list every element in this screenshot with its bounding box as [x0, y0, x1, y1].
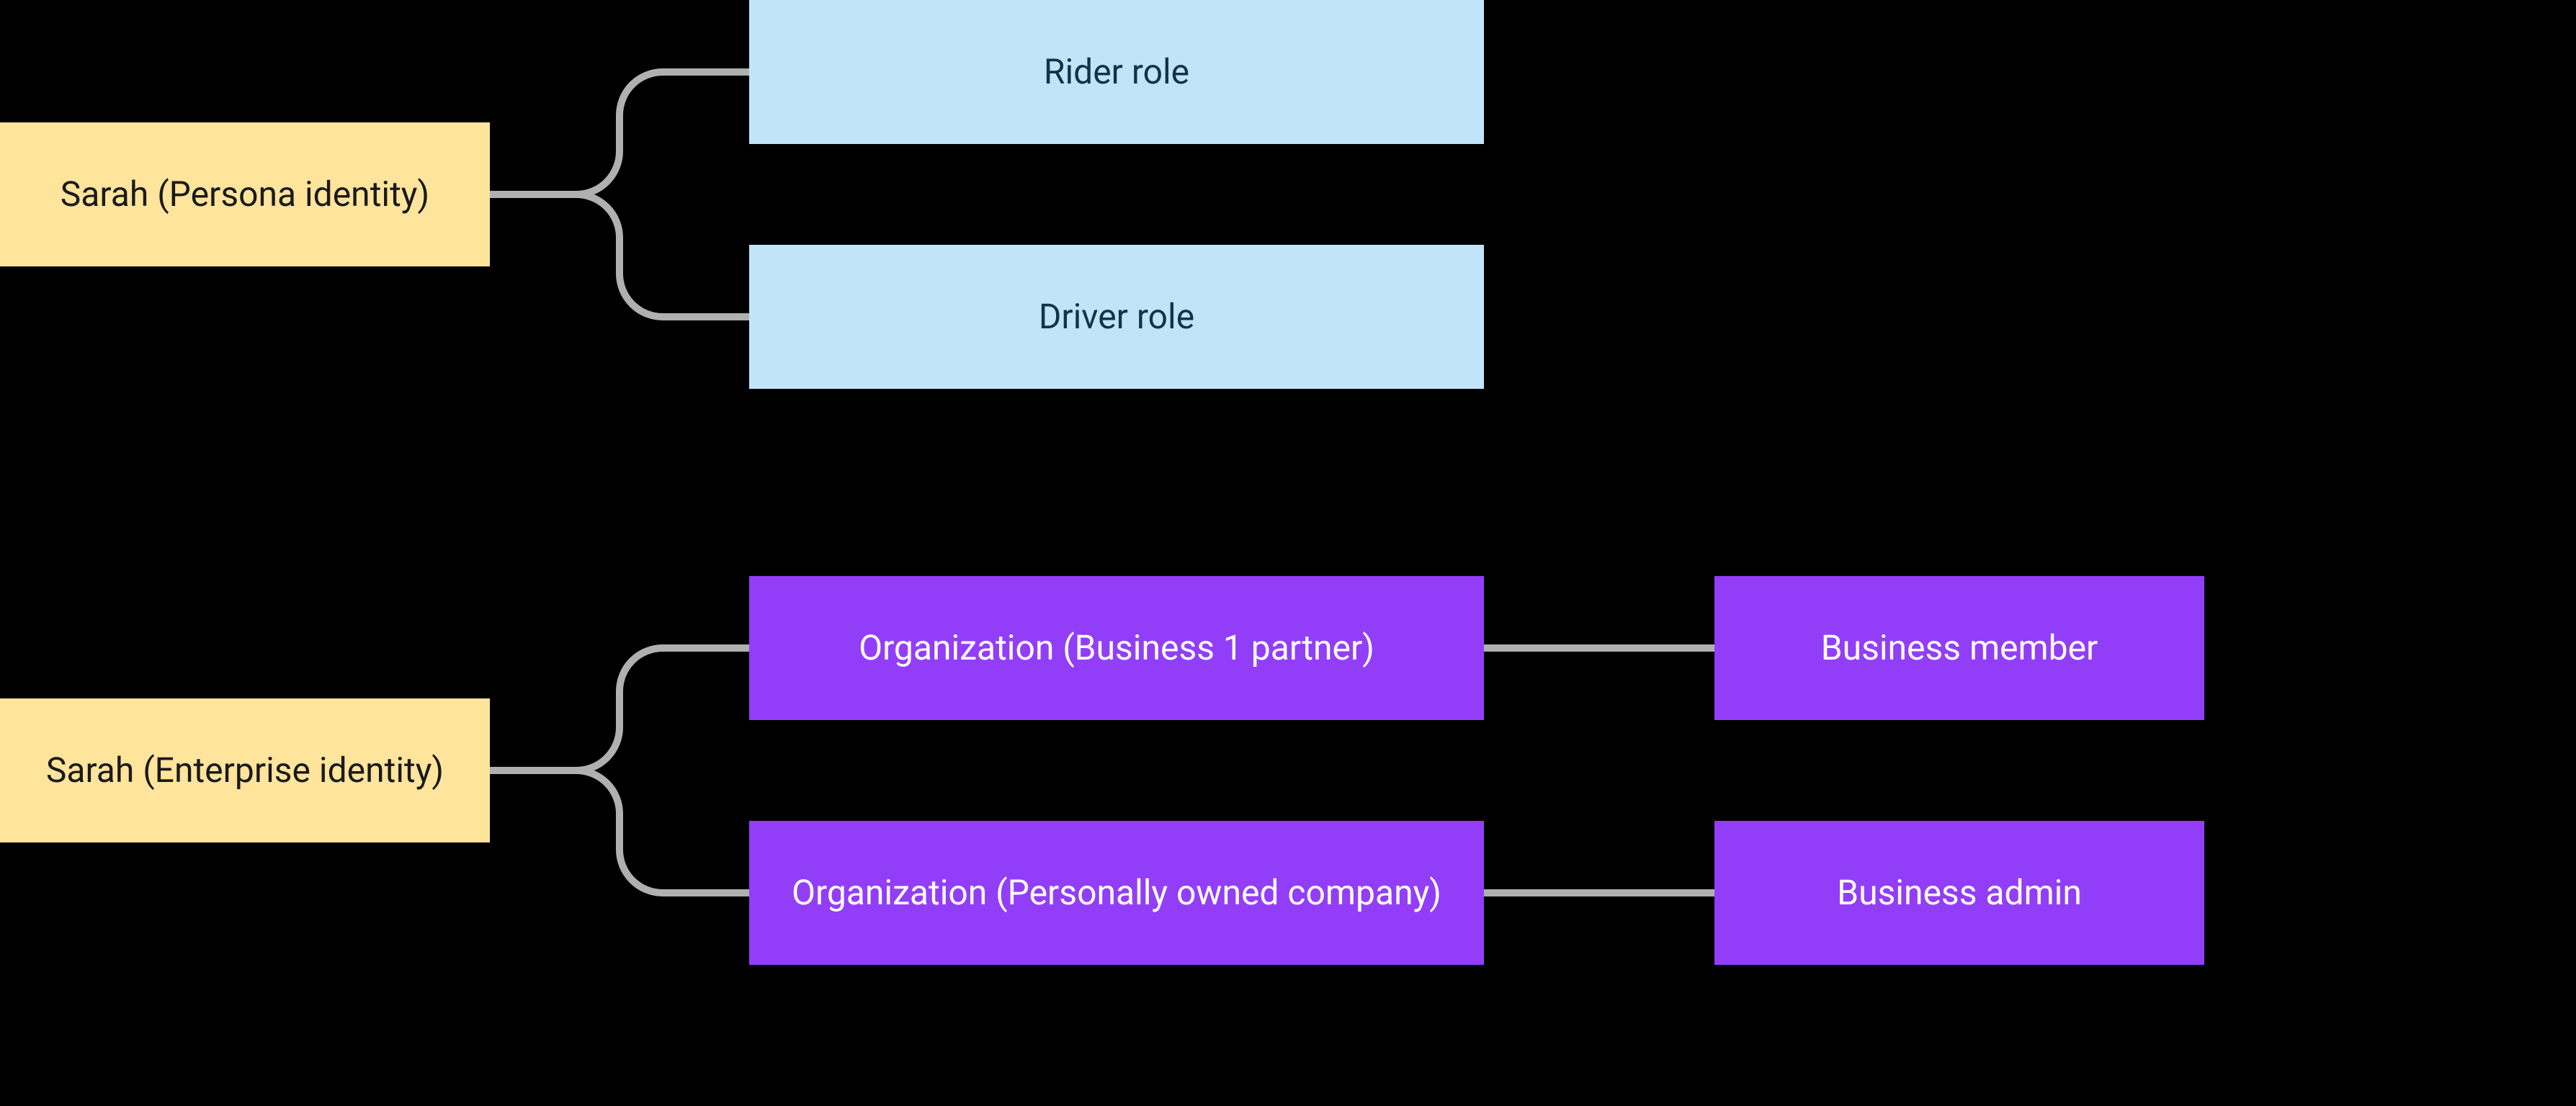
- node-persona: Sarah (Persona identity): [0, 122, 490, 266]
- node-label: Rider role: [1044, 50, 1189, 94]
- edge-enterprise-org1: [490, 648, 749, 770]
- node-label: Business admin: [1837, 871, 2082, 915]
- node-member: Business member: [1714, 576, 2204, 720]
- edge-enterprise-org2: [490, 770, 749, 893]
- node-label: Organization (Business 1 partner): [859, 626, 1374, 670]
- node-label: Sarah (Enterprise identity): [46, 748, 444, 793]
- edge-persona-rider: [490, 72, 749, 194]
- edge-persona-driver: [490, 194, 749, 317]
- diagram-canvas: Sarah (Persona identity) Rider role Driver…: [0, 0, 2576, 1106]
- node-label: Organization (Personally owned company): [792, 871, 1441, 915]
- node-org1: Organization (Business 1 partner): [749, 576, 1484, 720]
- node-driver: Driver role: [749, 245, 1484, 389]
- node-enterprise: Sarah (Enterprise identity): [0, 698, 490, 842]
- node-admin: Business admin: [1714, 821, 2204, 965]
- node-label: Sarah (Persona identity): [61, 172, 429, 217]
- node-label: Driver role: [1039, 295, 1194, 339]
- node-label: Business member: [1821, 626, 2098, 670]
- node-rider: Rider role: [749, 0, 1484, 144]
- node-org2: Organization (Personally owned company): [749, 821, 1484, 965]
